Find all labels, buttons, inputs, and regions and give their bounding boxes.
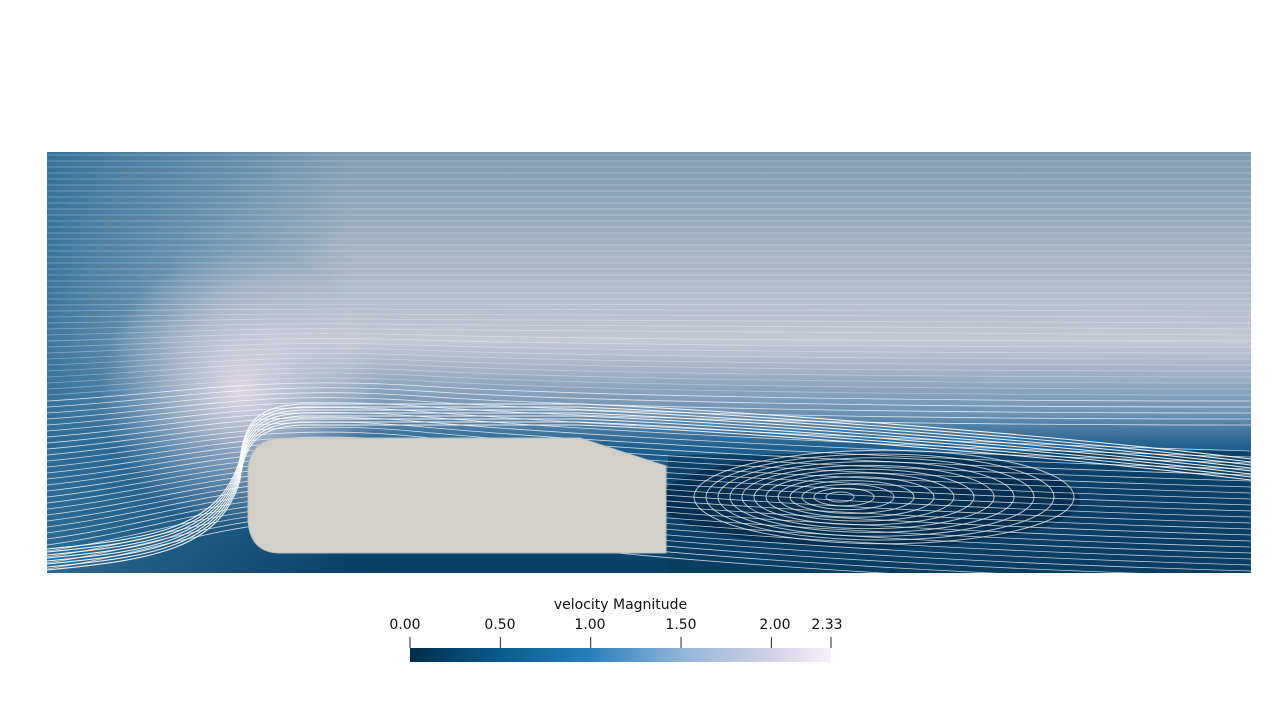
colorbar-tick-label: 0.00: [389, 617, 421, 633]
vortex-ring: [717, 457, 1035, 537]
vortex-streamlines: [693, 449, 1075, 545]
streamline: [47, 382, 1251, 402]
vortex-ring: [729, 461, 1015, 533]
vortex-ring: [765, 472, 955, 522]
colorbar-gradient: [410, 648, 831, 662]
vortex-ring: [705, 453, 1055, 541]
colorbar-tick-label: 0.50: [484, 617, 516, 633]
streamline: [47, 418, 1251, 565]
streamline: [47, 372, 1251, 390]
streamline: [47, 338, 1251, 348]
streamline: [47, 357, 1251, 372]
colorbar-title: velocity Magnitude: [553, 597, 688, 613]
streamline: [47, 412, 1251, 559]
vortex-ring: [801, 483, 895, 511]
streamline: [47, 403, 1251, 550]
streamline: [47, 362, 1251, 378]
bluff-body: [247, 437, 667, 554]
colorbar-ticks: [409, 637, 832, 648]
streamline: [47, 303, 1251, 306]
streamline: [47, 426, 1251, 476]
streamline: [47, 397, 1251, 420]
colorbar-tick-label: 1.00: [574, 617, 606, 633]
streamline: [47, 415, 1251, 562]
vortex-ring: [789, 480, 915, 514]
streamline: [47, 421, 1251, 568]
streamline: [47, 387, 1251, 408]
streamline: [47, 347, 1251, 360]
colorbar-tick-label: 2.00: [759, 617, 791, 633]
colorbar-tick-label: 2.33: [811, 617, 843, 633]
streamline: [47, 406, 1251, 553]
streamline: [47, 367, 1251, 384]
streamline: [47, 416, 1251, 464]
streamline: [47, 424, 1251, 571]
streamline: [47, 421, 1251, 470]
colorbar-tick-label: 1.50: [665, 617, 697, 633]
streamline: [47, 409, 1251, 556]
recirculation-zone: [660, 452, 1080, 548]
vortex-ring: [693, 449, 1075, 545]
vortex-ring: [741, 464, 995, 530]
streamline: [47, 343, 1251, 354]
streamline: [47, 333, 1251, 342]
vortex-ring: [777, 476, 935, 518]
streamline: [47, 392, 1251, 414]
streamline: [47, 352, 1251, 366]
vortex-ring: [753, 468, 975, 526]
vortex-ring: [813, 487, 875, 507]
streamline: [47, 377, 1251, 396]
vortex-ring: [825, 491, 855, 503]
